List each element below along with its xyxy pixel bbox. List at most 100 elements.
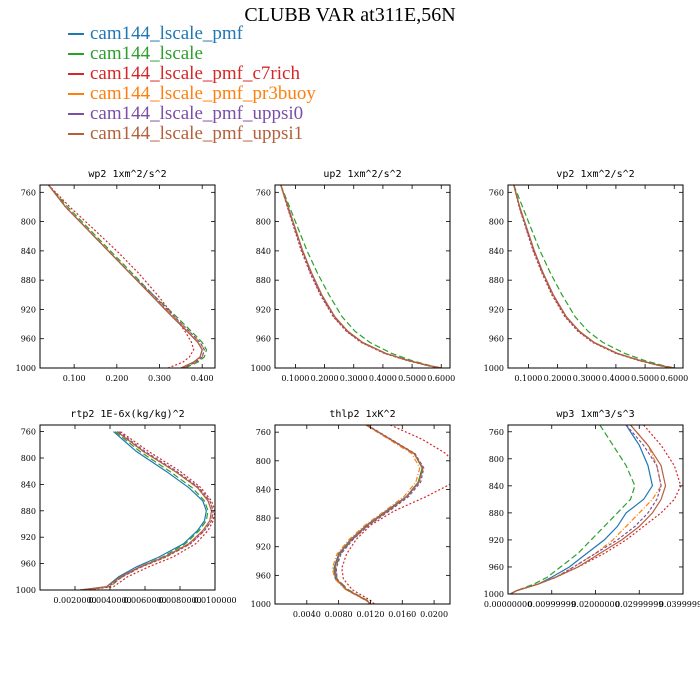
series-line-cam144-lscale-pmf	[280, 185, 442, 368]
panel-title: wp2 1xm^2/s^2	[88, 169, 166, 180]
x-tick-label: 0.0120	[356, 610, 384, 619]
series-line-cam144-lscale-pmf-pr3buoy	[331, 425, 421, 604]
y-tick-label: 1000	[251, 600, 271, 609]
panel-3: rtp2 1E-6x(kg/kg)^2 760 800 840 880 920 960 100…	[16, 409, 237, 605]
x-tick-label: 0.0060000	[123, 596, 166, 605]
series-line-cam144-lscale	[513, 185, 675, 368]
legend-line-icon	[68, 93, 84, 95]
series-line-cam144-lscale-pmf-uppsi1	[280, 185, 442, 368]
y-tick-label: 920	[21, 305, 36, 314]
panel-1: up2 1xm^2/s^2 760 800 840 880 920 960 1000 0.100…	[251, 169, 456, 383]
y-tick-label: 840	[256, 247, 271, 256]
y-tick-label: 960	[256, 571, 271, 580]
page-title: CLUBB VAR at311E,56N	[244, 4, 456, 26]
x-tick-label: 0.5000	[631, 374, 659, 383]
y-tick-label: 920	[21, 533, 36, 542]
x-tick-label: 0.1000	[514, 374, 542, 383]
x-tick-label: 0.03999999	[659, 600, 700, 609]
series-line-cam144-lscale-pmf-pr3buoy	[513, 185, 675, 368]
legend-item: cam144_lscale_pmf_pr3buoy	[68, 84, 316, 104]
x-tick-label: 0.02000000	[571, 600, 619, 609]
legend-line-icon	[68, 53, 84, 55]
y-tick-label: 760	[256, 188, 271, 197]
series-line-cam144-lscale-pmf-c7rich	[341, 425, 450, 604]
y-tick-label: 880	[489, 509, 504, 518]
y-tick-label: 760	[21, 188, 36, 197]
legend-line-icon	[68, 113, 84, 115]
series-line-cam144-lscale-pmf-uppsi0	[81, 431, 214, 590]
series-line-cam144-lscale	[280, 185, 442, 368]
legend-label: cam144_lscale_pmf	[90, 23, 244, 44]
y-tick-label: 800	[489, 455, 504, 464]
x-tick-label: 0.300	[148, 374, 171, 383]
series-line-cam144-lscale-pmf-uppsi1	[513, 185, 675, 368]
series-line-cam144-lscale	[509, 425, 636, 594]
x-tick-label: 0.1000	[281, 374, 309, 383]
x-tick-label: 0.0080000	[158, 596, 201, 605]
series-line-cam144-lscale-pmf-uppsi0	[280, 185, 442, 368]
series-line-cam144-lscale	[83, 431, 209, 590]
x-tick-label: 0.00000000	[484, 600, 532, 609]
y-tick-label: 1000	[484, 364, 504, 373]
y-tick-label: 840	[489, 482, 504, 491]
panel-title: up2 1xm^2/s^2	[323, 169, 401, 180]
x-tick-label: 0.100	[63, 374, 86, 383]
legend-label: cam144_lscale_pmf_uppsi0	[90, 103, 304, 124]
x-tick-label: 0.2000	[544, 374, 572, 383]
x-tick-label: 0.200	[105, 374, 128, 383]
y-tick-label: 840	[21, 247, 36, 256]
legend-line-icon	[68, 73, 84, 75]
plot-frame	[274, 424, 451, 605]
panel-2: vp2 1xm^2/s^2 760 800 840 880 920 960 1000 0.100…	[484, 169, 689, 383]
y-tick-label: 960	[489, 335, 504, 344]
series-line-cam144-lscale-pmf-uppsi1	[509, 425, 667, 594]
y-tick-label: 800	[21, 454, 36, 463]
series-line-cam144-lscale-pmf-uppsi1	[334, 425, 424, 604]
x-tick-label: 0.6000	[427, 374, 455, 383]
series-line-cam144-lscale-pmf-pr3buoy	[81, 431, 214, 590]
series-line-cam144-lscale-pmf-pr3buoy	[280, 185, 442, 368]
x-tick-label: 0.0020000	[53, 596, 96, 605]
legend-line-icon	[68, 33, 84, 35]
series-line-cam144-lscale-pmf	[513, 185, 675, 368]
y-tick-label: 760	[256, 428, 271, 437]
series-line-cam144-lscale-pmf-c7rich	[513, 185, 675, 368]
y-tick-label: 1000	[251, 364, 271, 373]
y-tick-label: 960	[21, 335, 36, 344]
y-tick-label: 960	[489, 563, 504, 572]
y-tick-label: 840	[21, 480, 36, 489]
series-line-cam144-lscale-pmf-pr3buoy	[48, 185, 205, 368]
panel-4: thlp2 1xK^2 760 800 840 880 920 960 1000 0.0040 0…	[251, 409, 451, 619]
legend-label: cam144_lscale_pmf_pr3buoy	[90, 83, 316, 104]
legend-item: cam144_lscale	[68, 44, 316, 64]
legend-item: cam144_lscale_pmf_uppsi0	[68, 104, 316, 124]
legend-label: cam144_lscale_pmf_c7rich	[90, 63, 300, 84]
plot-frame	[507, 184, 684, 369]
panel-title: wp3 1xm^3/s^3	[556, 409, 634, 420]
x-tick-label: 0.400	[191, 374, 214, 383]
y-tick-label: 880	[489, 276, 504, 285]
series-line-cam144-lscale-pmf-uppsi1	[80, 431, 213, 590]
series-line-cam144-lscale-pmf-pr3buoy	[509, 425, 662, 594]
series-line-cam144-lscale-pmf-c7rich	[48, 185, 195, 368]
x-tick-label: 0.3000	[340, 374, 368, 383]
y-tick-label: 800	[256, 218, 271, 227]
x-tick-label: 0.02999999	[615, 600, 663, 609]
series-line-cam144-lscale-pmf-uppsi0	[48, 185, 205, 368]
legend-item: cam144_lscale_pmf_c7rich	[68, 64, 316, 84]
x-tick-label: 0.0160	[388, 610, 416, 619]
y-tick-label: 1000	[16, 586, 36, 595]
x-tick-label: 0.00999999	[528, 600, 576, 609]
y-tick-label: 760	[489, 188, 504, 197]
x-tick-label: 0.4000	[369, 374, 397, 383]
x-tick-label: 0.0040	[293, 610, 321, 619]
y-tick-label: 880	[21, 507, 36, 516]
y-tick-label: 840	[256, 485, 271, 494]
y-tick-label: 800	[21, 218, 36, 227]
y-tick-label: 840	[489, 247, 504, 256]
plot-frame	[39, 184, 216, 369]
x-tick-label: 0.0040000	[88, 596, 131, 605]
x-tick-label: 0.0080	[325, 610, 353, 619]
legend-line-icon	[68, 133, 84, 135]
